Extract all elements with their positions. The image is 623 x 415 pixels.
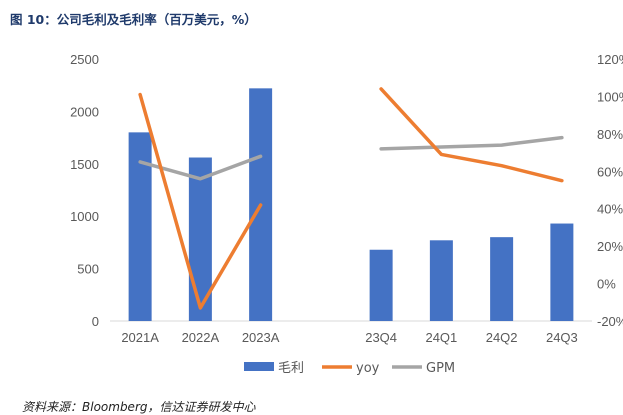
legend-label-gross-profit: 毛利: [278, 361, 304, 376]
x-tick-label: 23Q4: [365, 330, 397, 345]
legend-swatch-gross-profit: [244, 362, 274, 371]
y-right-tick-label: -20%: [597, 314, 623, 329]
y-right-tick-label: 80%: [597, 127, 623, 142]
y-right-tick-label: 100%: [597, 89, 623, 104]
figure-title: 图 10：公司毛利及毛利率（百万美元，%）: [10, 12, 257, 27]
x-tick-label: 24Q1: [425, 330, 457, 345]
bar-gross-profit: [369, 249, 393, 321]
legend-label-yoy: yoy: [356, 361, 380, 376]
yoy-line: [379, 87, 564, 183]
x-tick-label: 24Q2: [486, 330, 518, 345]
bar-gross-profit: [429, 240, 453, 321]
y-left-tick-label: 1500: [70, 157, 99, 172]
x-tick-label: 2021A: [121, 330, 159, 345]
bar-gross-profit: [490, 237, 514, 321]
y-left-tick-label: 2500: [70, 52, 99, 67]
x-tick-label: 2022A: [182, 330, 220, 345]
y-right-tick-label: 0%: [597, 277, 616, 292]
y-left-tick-label: 0: [92, 314, 99, 329]
x-tick-label: 24Q3: [546, 330, 578, 345]
source-note: 资料来源：Bloomberg，信达证券研发中心: [22, 400, 256, 414]
y-left-tick-label: 2000: [70, 104, 99, 119]
bar-gross-profit: [128, 132, 152, 321]
yoy-line: [138, 92, 263, 310]
y-right-tick-label: 120%: [597, 52, 623, 67]
y-right-tick-label: 20%: [597, 239, 623, 254]
bar-gross-profit: [188, 157, 212, 321]
y-left-tick-label: 500: [77, 262, 99, 277]
gpm-line: [379, 135, 564, 151]
y-left-tick-label: 1000: [70, 209, 99, 224]
y-right-tick-label: 40%: [597, 202, 623, 217]
x-tick-label: 2023A: [242, 330, 280, 345]
bar-gross-profit: [550, 223, 574, 321]
legend-label-gpm: GPM: [426, 361, 455, 376]
y-right-tick-label: 60%: [597, 164, 623, 179]
